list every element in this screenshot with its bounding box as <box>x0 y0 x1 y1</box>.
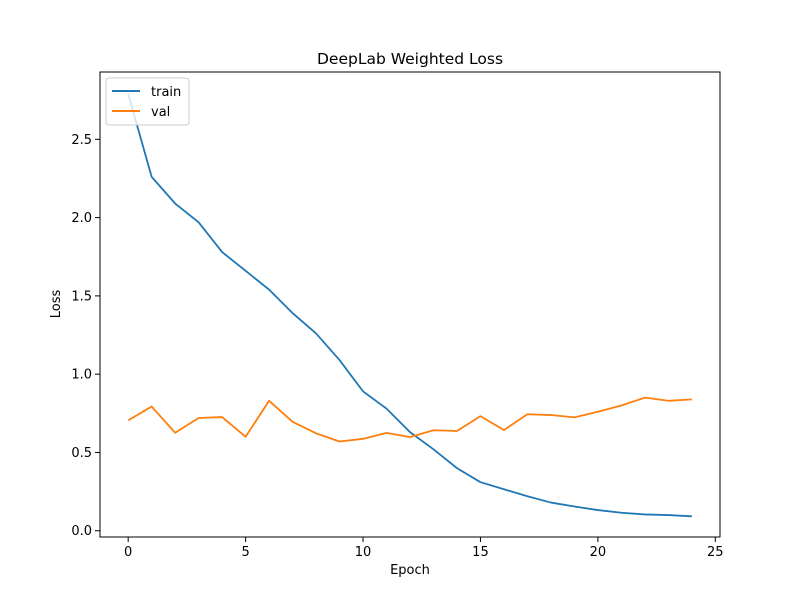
y-tick-label: 2.5 <box>71 133 92 148</box>
x-tick-label: 10 <box>355 545 372 560</box>
y-axis-label: Loss <box>49 290 64 319</box>
x-tick-label: 15 <box>472 545 489 560</box>
legend: train val <box>105 77 190 126</box>
x-axis: 0 5 10 15 20 25 <box>124 537 724 560</box>
y-tick-label: 1.5 <box>71 289 92 304</box>
y-tick-label: 1.0 <box>71 368 92 383</box>
y-tick-label: 0.5 <box>71 446 92 461</box>
chart-title: DeepLab Weighted Loss <box>317 50 503 68</box>
x-tick-label: 5 <box>241 545 249 560</box>
series-line-train <box>127 93 692 518</box>
x-tick-label: 0 <box>124 545 132 560</box>
plot-lines <box>127 93 692 518</box>
legend-label-train: train <box>151 85 181 100</box>
x-axis-label: Epoch <box>390 563 430 578</box>
y-tick-label: 0.0 <box>71 524 92 539</box>
x-tick-label: 20 <box>590 545 607 560</box>
y-axis: 0.0 0.5 1.0 1.5 2.0 2.5 <box>71 133 100 539</box>
legend-label-val: val <box>151 105 170 120</box>
series-line-val <box>127 396 692 443</box>
plot-frame <box>99 71 721 538</box>
x-tick-label: 25 <box>707 545 724 560</box>
y-tick-label: 2.0 <box>71 211 92 226</box>
legend-box <box>105 77 190 126</box>
